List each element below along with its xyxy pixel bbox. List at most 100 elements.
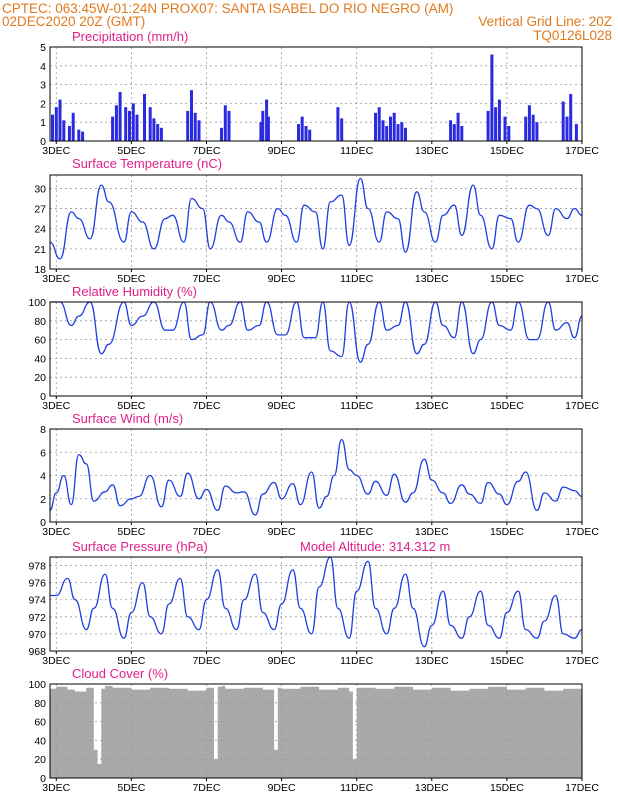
rh-y-tick: 60 xyxy=(34,335,46,347)
precip-bar xyxy=(266,116,270,141)
wind-x-tick: 7DEC xyxy=(192,526,220,538)
precip-x-tick: 5DEC xyxy=(117,145,145,157)
precip-y-tick: 1 xyxy=(40,117,46,129)
temp-y-tick: 27 xyxy=(34,204,46,216)
cloud-area xyxy=(49,685,582,778)
precip-bar xyxy=(186,110,190,141)
precip-bar xyxy=(81,131,85,141)
cloud-x-tick: 5DEC xyxy=(117,782,145,794)
rh-y-tick: 0 xyxy=(40,391,46,403)
cloud-title: Cloud Cover (%) xyxy=(72,666,168,681)
cloud-y-tick: 100 xyxy=(28,679,46,691)
pressure-x-tick: 13DEC xyxy=(415,655,449,667)
wind-y-tick: 8 xyxy=(40,424,46,436)
rh-y-tick: 20 xyxy=(34,372,46,384)
temp-y-tick: 18 xyxy=(34,264,46,276)
precip-bar xyxy=(385,126,389,141)
precip-bar xyxy=(54,107,58,141)
cloud-y-tick: 60 xyxy=(34,717,46,729)
cloud-x-tick: 15DEC xyxy=(490,782,524,794)
temp-series-line xyxy=(49,177,583,260)
precip-bar xyxy=(308,129,312,141)
cloud-y-tick: 40 xyxy=(34,735,46,747)
model-altitude: Model Altitude: 314.312 m xyxy=(300,539,450,554)
precip-bar xyxy=(135,114,139,141)
pressure-x-tick: 5DEC xyxy=(117,655,145,667)
pressure-frame xyxy=(49,556,583,652)
precip-y-tick: 0 xyxy=(40,136,46,148)
rh-x-tick: 11DEC xyxy=(340,400,373,412)
precip-bar xyxy=(524,116,528,141)
wind-x-tick: 13DEC xyxy=(415,526,449,538)
precip-title: Precipitation (mm/h) xyxy=(72,29,188,44)
precip-y-tick: 5 xyxy=(40,42,46,54)
rh-x-tick: 17DEC xyxy=(565,400,599,412)
rh-y-tick: 40 xyxy=(34,353,46,365)
precip-bar xyxy=(449,120,453,141)
rh-x-tick: 5DEC xyxy=(117,400,145,412)
pressure-y-tick: 970 xyxy=(28,629,46,641)
precip-bar xyxy=(561,101,565,141)
precip-x-tick: 15DEC xyxy=(490,145,524,157)
wind-title: Surface Wind (m/s) xyxy=(72,411,183,426)
rh-x-tick: 15DEC xyxy=(490,400,524,412)
precip-bar xyxy=(152,118,156,141)
cloud-x-tick: 11DEC xyxy=(340,782,373,794)
precip-bar xyxy=(494,107,498,141)
precip-bar xyxy=(452,124,456,141)
precip-bar xyxy=(156,124,160,141)
rh-frame xyxy=(49,301,583,397)
precip-bar xyxy=(490,54,494,141)
precip-x-tick: 11DEC xyxy=(340,145,373,157)
precip-bar xyxy=(569,94,573,141)
rh-series-line xyxy=(49,301,583,363)
precip-bar xyxy=(340,118,344,141)
precip-bar xyxy=(193,112,197,141)
cloud-x-tick: 17DEC xyxy=(565,782,599,794)
precip-bar xyxy=(381,120,385,141)
temp-title: Surface Temperature (nC) xyxy=(72,156,222,171)
wind-x-tick: 5DEC xyxy=(117,526,145,538)
precip-bar xyxy=(159,127,163,141)
precip-bar xyxy=(460,126,464,141)
precip-bar xyxy=(148,107,152,141)
pressure-x-tick: 9DEC xyxy=(268,655,296,667)
rh-x-tick: 13DEC xyxy=(415,400,449,412)
header-line-1: CPTEC: 063:45W-01:24N PROX07: SANTA ISAB… xyxy=(2,1,453,16)
precip-x-tick: 9DEC xyxy=(268,145,296,157)
wind-y-tick: 6 xyxy=(40,447,46,459)
precip-bar xyxy=(377,107,381,141)
temp-x-tick: 5DEC xyxy=(117,273,145,285)
pressure-x-tick: 15DEC xyxy=(490,655,524,667)
pressure-x-tick: 7DEC xyxy=(192,655,220,667)
precip-bar xyxy=(503,116,507,141)
cloud-frame xyxy=(49,683,583,779)
precip-bar xyxy=(392,112,396,141)
temp-x-tick: 17DEC xyxy=(565,273,599,285)
cloud-y-tick: 80 xyxy=(34,698,46,710)
pressure-y-tick: 968 xyxy=(28,646,46,658)
pressure-y-tick: 978 xyxy=(28,561,46,573)
precip-bar xyxy=(531,114,535,141)
precip-bar xyxy=(404,127,407,141)
precip-bar xyxy=(259,122,263,141)
precip-y-tick: 3 xyxy=(40,80,46,92)
precip-bar xyxy=(58,99,62,141)
cloud-y-tick: 0 xyxy=(40,773,46,785)
precip-bar xyxy=(51,114,54,141)
wind-x-tick: 15DEC xyxy=(490,526,524,538)
temp-y-tick: 21 xyxy=(34,244,46,256)
wind-frame xyxy=(49,428,583,523)
precip-bar xyxy=(507,126,511,141)
temp-y-tick: 30 xyxy=(34,183,46,195)
precip-bar xyxy=(261,110,265,141)
precip-bar xyxy=(265,99,269,141)
precip-bar xyxy=(336,107,340,141)
precip-bar xyxy=(227,110,231,141)
precip-x-tick: 13DEC xyxy=(415,145,449,157)
precip-bar xyxy=(143,94,146,141)
cloud-x-tick: 3DEC xyxy=(42,782,70,794)
cloud-y-tick: 20 xyxy=(34,754,46,766)
precip-x-tick: 7DEC xyxy=(192,145,220,157)
